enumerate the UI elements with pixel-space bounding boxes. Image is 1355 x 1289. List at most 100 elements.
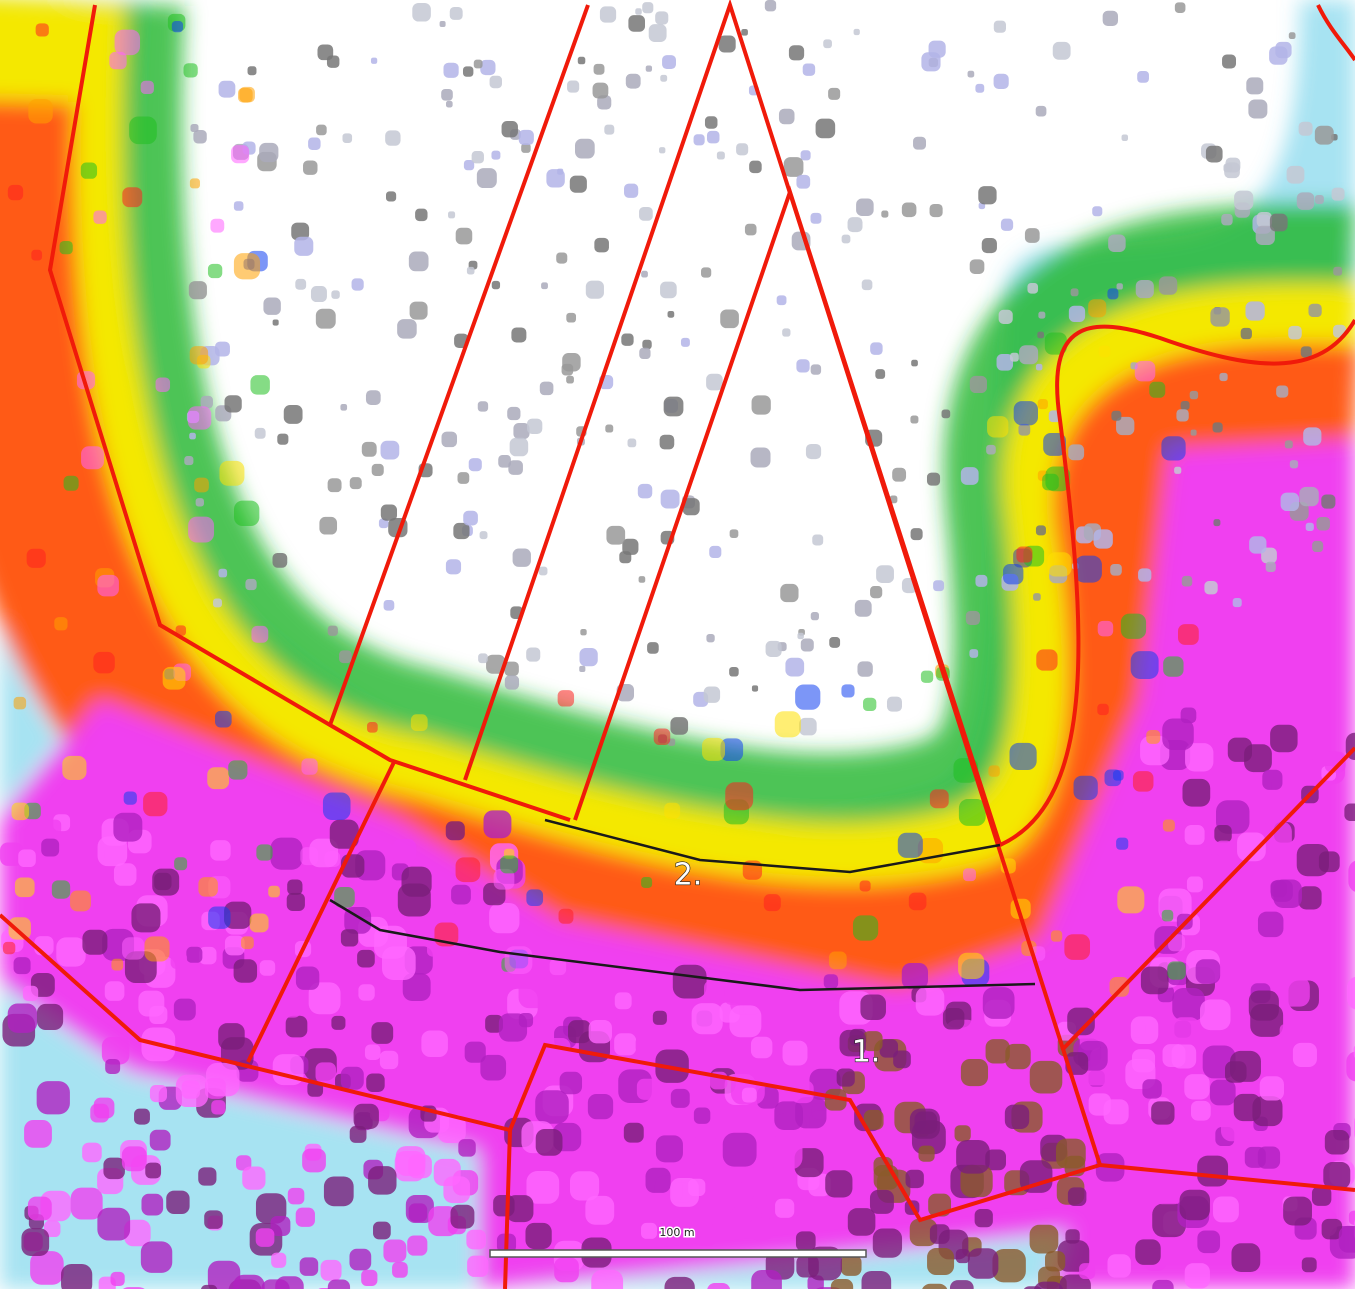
- crown: [1324, 751, 1346, 773]
- crown: [1140, 966, 1169, 995]
- crown: [621, 333, 634, 346]
- crown: [14, 877, 35, 898]
- crown: [331, 290, 340, 299]
- crown: [340, 929, 359, 947]
- crown: [783, 157, 804, 177]
- crown: [624, 183, 639, 198]
- crown: [599, 6, 617, 23]
- crown: [1255, 225, 1275, 246]
- crown: [1027, 282, 1039, 294]
- crown: [800, 638, 814, 652]
- crown: [933, 580, 945, 592]
- crown: [476, 168, 497, 189]
- crown: [479, 531, 488, 540]
- crown: [245, 578, 257, 591]
- boundary-line: [47, 4, 571, 822]
- crown: [805, 443, 822, 460]
- crown: [614, 992, 632, 1010]
- crown: [741, 28, 748, 36]
- crown: [1121, 134, 1129, 141]
- crown: [1210, 307, 1230, 327]
- crown: [402, 973, 431, 1001]
- crown: [371, 1022, 394, 1044]
- crown: [323, 1176, 354, 1207]
- crown: [315, 308, 336, 329]
- crown: [1344, 803, 1355, 821]
- crown: [1009, 742, 1037, 771]
- crown: [357, 949, 375, 968]
- crown: [869, 1189, 894, 1214]
- crown: [287, 1187, 305, 1205]
- crown: [1098, 345, 1111, 358]
- crown: [526, 1171, 560, 1204]
- crown: [187, 406, 212, 430]
- crown: [614, 1033, 637, 1056]
- crown: [1088, 1093, 1111, 1116]
- crown: [785, 657, 805, 677]
- crown: [81, 446, 104, 470]
- crown: [1052, 41, 1071, 60]
- crown: [642, 2, 654, 14]
- crown: [1338, 1225, 1355, 1253]
- crown: [445, 559, 462, 575]
- crown: [1035, 363, 1043, 371]
- crown: [455, 857, 481, 883]
- crown: [892, 467, 907, 482]
- crown: [504, 946, 533, 974]
- crown: [1250, 1003, 1284, 1037]
- crown: [224, 935, 245, 956]
- crown: [1231, 1243, 1261, 1273]
- crown: [13, 696, 27, 710]
- crown: [509, 437, 529, 457]
- crown: [788, 45, 805, 61]
- crown: [556, 252, 568, 264]
- crown: [1348, 860, 1355, 892]
- crown: [1108, 234, 1126, 252]
- crown: [511, 327, 527, 343]
- crown: [379, 1050, 399, 1070]
- crown: [319, 516, 338, 535]
- crown: [170, 952, 188, 969]
- crown: [453, 522, 470, 540]
- crown: [1209, 1079, 1236, 1106]
- crown: [1197, 1230, 1221, 1254]
- crown: [401, 866, 432, 897]
- crown: [861, 279, 873, 291]
- crown: [585, 280, 604, 299]
- crown: [113, 863, 137, 886]
- crown: [1292, 1042, 1317, 1067]
- crown: [1333, 266, 1343, 276]
- crown: [338, 989, 358, 1009]
- crown: [648, 24, 667, 42]
- crown: [927, 1248, 955, 1276]
- crown: [1073, 775, 1098, 801]
- crown: [967, 1248, 999, 1279]
- crown: [795, 684, 821, 710]
- crown: [567, 80, 580, 93]
- crown: [645, 1167, 671, 1193]
- crown: [378, 518, 389, 529]
- crown: [1246, 77, 1264, 95]
- crown: [1005, 1043, 1031, 1070]
- crown: [1298, 886, 1322, 910]
- crown: [664, 802, 681, 819]
- crown: [1279, 1024, 1295, 1039]
- crown: [795, 1231, 816, 1252]
- crown: [914, 1111, 938, 1134]
- crown: [1018, 423, 1031, 436]
- crown: [574, 138, 595, 159]
- crown: [236, 1155, 252, 1171]
- boundary-line: [1060, 746, 1355, 1052]
- crown: [162, 666, 186, 690]
- crown: [82, 929, 108, 955]
- crown: [988, 765, 1000, 777]
- crown: [1190, 1100, 1211, 1121]
- crown: [271, 1252, 287, 1268]
- crown: [93, 651, 115, 674]
- crown: [579, 665, 586, 673]
- crown: [535, 1090, 569, 1124]
- crown: [1107, 288, 1119, 300]
- crown: [1276, 385, 1289, 398]
- crown: [340, 403, 348, 411]
- crown: [308, 137, 321, 151]
